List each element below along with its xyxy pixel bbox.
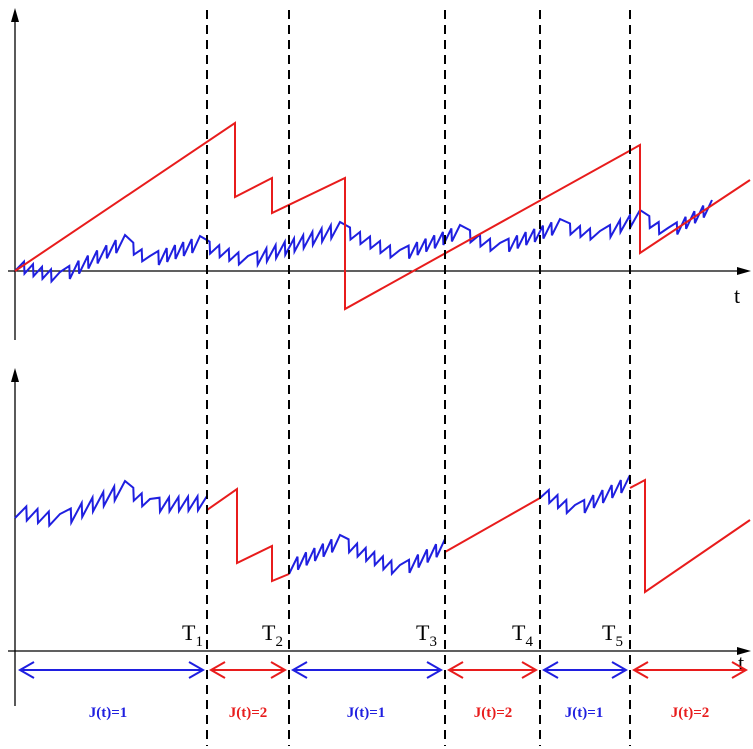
switch-time-T3: T3	[416, 620, 437, 650]
regime-arrow-1	[17, 661, 206, 679]
bottom-y-axis-arrow-icon	[11, 368, 19, 382]
switch-time-lines	[206, 10, 631, 746]
switch-time-T2: T2	[262, 620, 283, 650]
switch-time-labels: T1 T2 T3 T4 T5	[182, 620, 623, 650]
top-process-1-path	[14, 199, 713, 284]
bottom-process-2-segment	[206, 487, 290, 583]
bottom-process-1-segment	[14, 479, 208, 528]
top-y-axis-arrow-icon	[11, 8, 19, 22]
bottom-process-1-segment	[288, 533, 446, 577]
bottom-panel: t	[8, 368, 751, 706]
top-axis-label-t: t	[734, 283, 740, 308]
regime-label-4: J(t)=2	[474, 705, 513, 721]
regime-arrow-5	[541, 661, 629, 679]
bottom-process-2-segment	[629, 478, 751, 594]
bottom-x-axis-arrow-icon	[737, 647, 751, 655]
bottom-axis-label-t: t	[738, 650, 744, 675]
regime-arrows	[17, 661, 749, 679]
bottom-process-2-segment	[444, 497, 541, 553]
regime-label-2: J(t)=2	[229, 705, 268, 721]
regime-labels: J(t)=1 J(t)=2 J(t)=1 J(t)=2 J(t)=1 J(t)=…	[89, 705, 710, 721]
top-process-2-path	[14, 121, 751, 311]
top-x-axis-arrow-icon	[737, 267, 751, 275]
switch-time-T1: T1	[182, 620, 203, 650]
switch-time-T5: T5	[602, 620, 623, 650]
top-panel: t	[8, 8, 751, 340]
regime-arrow-4	[446, 661, 539, 679]
regime-arrow-2	[208, 661, 288, 679]
regime-label-5: J(t)=1	[565, 705, 604, 721]
regime-label-6: J(t)=2	[671, 705, 710, 721]
regime-arrow-6	[631, 661, 749, 679]
regime-arrow-3	[290, 661, 444, 679]
regime-label-1: J(t)=1	[89, 705, 128, 721]
bottom-process-1-segment	[539, 474, 631, 516]
switch-time-T4: T4	[512, 620, 533, 650]
regime-label-3: J(t)=1	[347, 705, 386, 721]
